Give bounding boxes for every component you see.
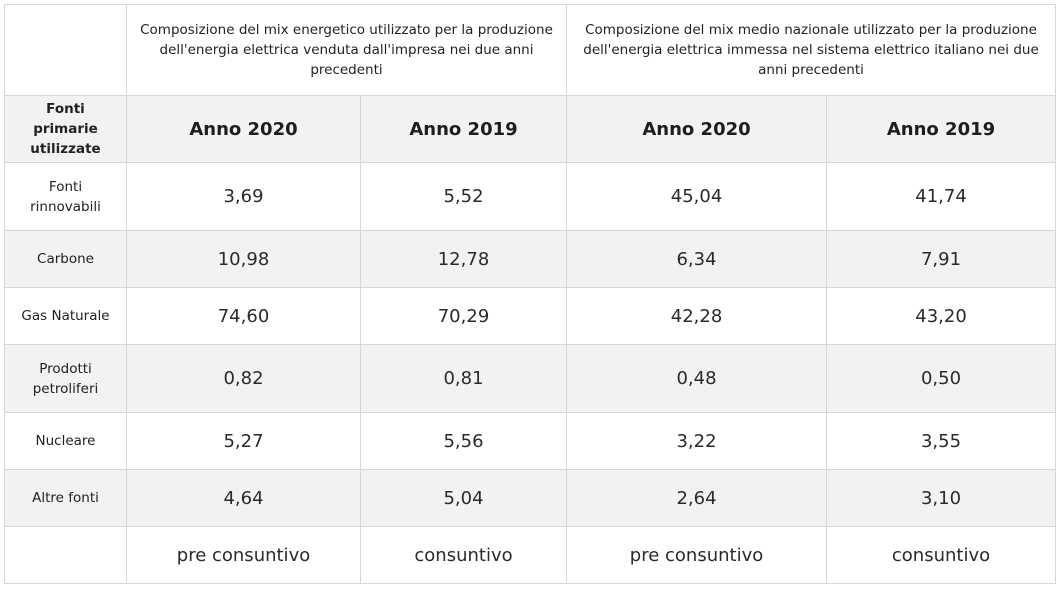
table-cell: 5,52 [359, 162, 568, 231]
table-row: Carbone 10,98 12,78 6,34 7,91 [4, 230, 1057, 288]
table-cell: 10,98 [126, 230, 361, 288]
table-cell: 4,64 [126, 469, 361, 527]
table-cell: 5,04 [359, 469, 568, 527]
footer-row: pre consuntivo consuntivo pre consuntivo… [4, 526, 1057, 584]
source-column-header: Fonti primarie utilizzate [4, 95, 127, 163]
table-cell: 3,10 [826, 469, 1057, 527]
corner-cell [4, 4, 127, 96]
table-cell: 3,22 [566, 412, 828, 470]
table-cell: 70,29 [359, 287, 568, 345]
table-cell: 45,04 [566, 162, 828, 231]
table-cell: 5,27 [126, 412, 361, 470]
table-row: Prodotti petroliferi 0,82 0,81 0,48 0,50 [4, 344, 1057, 413]
footer-cell: pre consuntivo [566, 526, 828, 584]
table-cell: 6,34 [566, 230, 828, 288]
table-cell: 3,69 [126, 162, 361, 231]
year-header-row: Fonti primarie utilizzate Anno 2020 Anno… [4, 95, 1057, 163]
group-header-row: Composizione del mix energetico utilizza… [4, 4, 1057, 96]
footer-cell: consuntivo [826, 526, 1057, 584]
year-header: Anno 2019 [359, 95, 568, 163]
table-cell: 3,55 [826, 412, 1057, 470]
table-cell: 74,60 [126, 287, 361, 345]
row-label: Prodotti petroliferi [4, 344, 127, 413]
table-row: Gas Naturale 74,60 70,29 42,28 43,20 [4, 287, 1057, 345]
table-row: Altre fonti 4,64 5,04 2,64 3,10 [4, 469, 1057, 527]
year-header: Anno 2020 [126, 95, 361, 163]
table-cell: 2,64 [566, 469, 828, 527]
row-label: Gas Naturale [4, 287, 127, 345]
group-header-company: Composizione del mix energetico utilizza… [125, 4, 568, 96]
table-cell: 0,50 [826, 344, 1057, 413]
footer-cell: consuntivo [359, 526, 568, 584]
row-label: Carbone [4, 230, 127, 288]
table-row: Fonti rinnovabili 3,69 5,52 45,04 41,74 [4, 162, 1057, 231]
group-header-national: Composizione del mix medio nazionale uti… [566, 4, 1057, 96]
table-row: Nucleare 5,27 5,56 3,22 3,55 [4, 412, 1057, 470]
table-cell: 12,78 [359, 230, 568, 288]
row-label: Fonti rinnovabili [4, 162, 127, 231]
row-label: Altre fonti [4, 469, 127, 527]
row-label: Nucleare [4, 412, 127, 470]
year-header: Anno 2019 [826, 95, 1057, 163]
table-cell: 7,91 [826, 230, 1057, 288]
table-cell: 0,81 [359, 344, 568, 413]
table-cell: 0,82 [126, 344, 361, 413]
year-header: Anno 2020 [566, 95, 828, 163]
table-cell: 42,28 [566, 287, 828, 345]
footer-blank-cell [4, 526, 127, 584]
footer-cell: pre consuntivo [126, 526, 361, 584]
energy-mix-table: Composizione del mix energetico utilizza… [4, 4, 1057, 584]
table-cell: 5,56 [359, 412, 568, 470]
table-cell: 43,20 [826, 287, 1057, 345]
table-cell: 41,74 [826, 162, 1057, 231]
table-cell: 0,48 [566, 344, 828, 413]
